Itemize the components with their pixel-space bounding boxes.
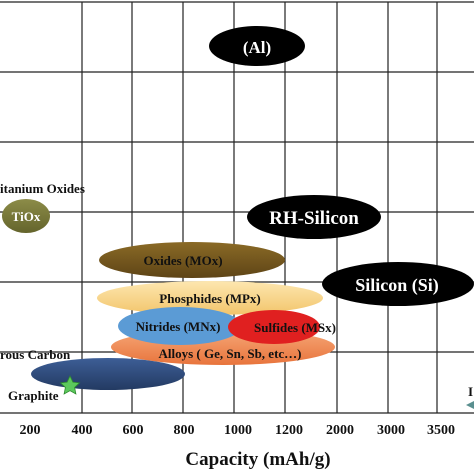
region-al	[209, 26, 305, 66]
region-sulfides-label: Sulfides (MSx)	[254, 320, 336, 335]
region-tiox-label: TiOx	[12, 209, 41, 224]
region-oxides-label: Oxides (MOx)	[143, 253, 222, 268]
x-tick-label: 3000	[377, 423, 405, 438]
region-oxides	[99, 242, 285, 278]
x-axis-ticks: 200 400 600 800 1000 1200 2000 3000 3500	[20, 423, 456, 438]
region-silicon	[322, 262, 474, 306]
region-nitrides-label: Nitrides (MNx)	[136, 319, 221, 334]
x-tick-label: 2000	[326, 423, 354, 438]
x-tick-label: 400	[72, 423, 93, 438]
x-axis-label: Capacity (mAh/g)	[185, 449, 330, 470]
x-tick-label: 200	[20, 423, 41, 438]
region-al-label: (Al)	[243, 38, 271, 57]
edge-marker-triangle	[466, 401, 474, 409]
x-tick-label: 1000	[224, 423, 252, 438]
point-graphite-star	[59, 375, 81, 395]
x-tick-label: 3500	[427, 423, 455, 438]
edge-marker-label: I	[468, 384, 473, 399]
x-tick-label: 1200	[275, 423, 303, 438]
side-label-titanium-oxides: itanium Oxides	[0, 181, 85, 196]
x-tick-label: 800	[174, 423, 195, 438]
region-phosphides-label: Phosphides (MPx)	[159, 291, 260, 306]
x-tick-label: 600	[123, 423, 144, 438]
region-sulfides	[228, 310, 320, 344]
regions: (Al) RH-Silicon Silicon (Si) TiOx Oxides…	[2, 26, 474, 390]
region-nitrides	[118, 307, 242, 345]
region-tiox	[2, 199, 50, 233]
side-label-carbon: rous Carbon	[0, 347, 71, 362]
point-graphite-label: Graphite	[8, 388, 59, 403]
region-carbon	[31, 358, 185, 390]
region-rh-silicon	[247, 195, 381, 239]
region-rh-silicon-label: RH-Silicon	[269, 208, 359, 229]
region-phosphides	[97, 281, 323, 315]
region-alloys-label: Alloys ( Ge, Sn, Sb, etc…)	[159, 346, 302, 361]
region-silicon-label: Silicon (Si)	[355, 275, 439, 296]
